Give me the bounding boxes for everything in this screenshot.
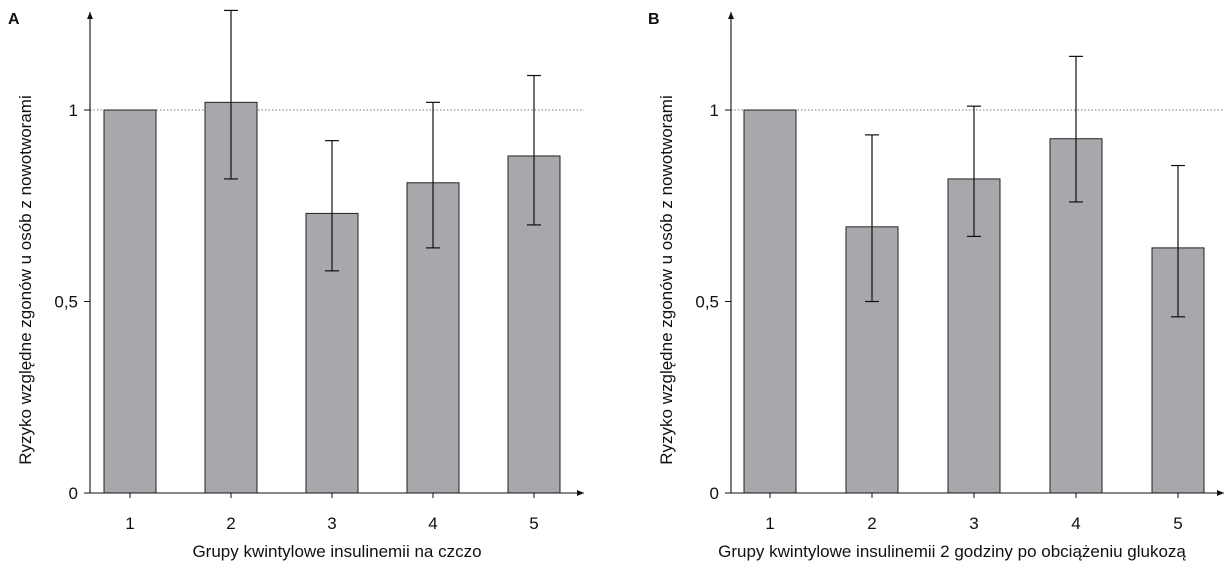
- y-tick-label: 1: [710, 101, 719, 120]
- x-tick-label: 3: [327, 514, 336, 533]
- x-tick-label: 1: [765, 514, 774, 533]
- chart-panel-a: A 1 2 3 4 5 0 0,5 1 Grupy kwintylowe insulinemii …: [8, 9, 584, 561]
- x-tick-label: 2: [867, 514, 876, 533]
- x-axis-title: Grupy kwintylowe insulinemii na czczo: [192, 542, 481, 561]
- chart-panel-b: B 1 2 3 4 5 0 0,5 1 Grupy kwintylowe insulinemii …: [648, 11, 1224, 561]
- x-tick-label: 2: [226, 514, 235, 533]
- y-axis-arrow: [87, 12, 93, 19]
- x-tick-label: 3: [969, 514, 978, 533]
- x-tick-label: 4: [428, 514, 437, 533]
- y-tick-label: 0: [69, 484, 78, 503]
- y-tick-label: 1: [69, 101, 78, 120]
- x-tick-label: 5: [1173, 514, 1182, 533]
- x-axis-arrow: [1217, 490, 1224, 496]
- x-tick-label: 1: [125, 514, 134, 533]
- y-axis-arrow: [728, 12, 734, 19]
- y-tick-label: 0,5: [695, 293, 719, 312]
- y-tick-label: 0: [710, 484, 719, 503]
- y-axis-title: Ryzyko względne zgonów u osób z nowotwor…: [657, 95, 676, 464]
- panel-label: B: [648, 11, 660, 28]
- bar: [743, 109, 797, 494]
- bar: [103, 109, 157, 494]
- panel-label: A: [8, 11, 20, 28]
- y-axis-title: Ryzyko względne zgonów u osób z nowotwor…: [16, 95, 35, 464]
- x-axis-title: Grupy kwintylowe insulinemii 2 godziny p…: [718, 542, 1186, 561]
- y-tick-label: 0,5: [54, 293, 78, 312]
- x-axis-arrow: [577, 490, 584, 496]
- x-tick-label: 5: [529, 514, 538, 533]
- x-tick-label: 4: [1071, 514, 1080, 533]
